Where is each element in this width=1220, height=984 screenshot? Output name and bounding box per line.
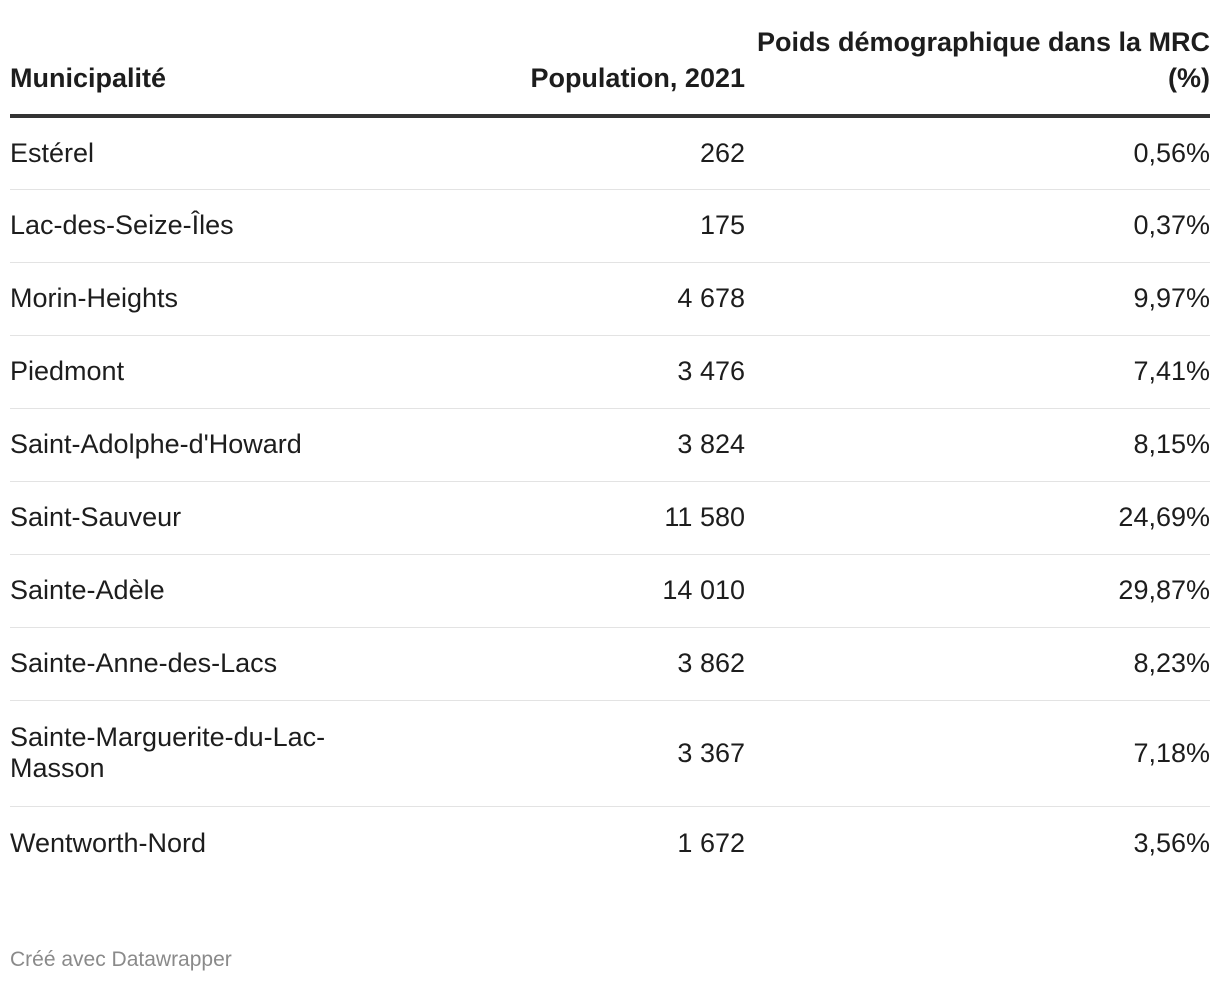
cell-municipalite: Saint-Sauveur xyxy=(10,481,370,555)
datawrapper-credit: Créé avec Datawrapper xyxy=(10,948,232,971)
cell-poids: 8,15% xyxy=(745,408,1210,482)
cell-municipalite: Piedmont xyxy=(10,335,370,409)
table-row: Sainte-Anne-des-Lacs 3 862 8,23% xyxy=(10,627,1210,701)
column-header-municipalite: Municipalité xyxy=(10,0,370,118)
cell-poids: 3,56% xyxy=(1133,827,1210,858)
cell-population: 11 580 xyxy=(370,481,745,555)
cell-population: 14 010 xyxy=(370,554,745,628)
cell-population: 4 678 xyxy=(370,262,745,336)
cell-municipalite: Morin-Heights xyxy=(10,262,370,336)
table-row: Piedmont 3 476 7,41% xyxy=(10,335,1210,409)
column-header-population: Population, 2021 xyxy=(370,0,745,118)
cell-municipalite: Estérel xyxy=(10,116,370,190)
table-row: Sainte-Marguerite-du-Lac-Masson 3 367 7,… xyxy=(10,700,1210,807)
table-row: Sainte-Adèle 14 010 29,87% xyxy=(10,554,1210,628)
cell-municipalite: Sainte-Anne-des-Lacs xyxy=(10,627,370,701)
table-row: Saint-Sauveur 11 580 24,69% xyxy=(10,481,1210,555)
cell-population: 1 672 xyxy=(677,827,745,858)
cell-population: 3 824 xyxy=(370,408,745,482)
cell-poids: 8,23% xyxy=(745,627,1210,701)
cell-municipalite: Sainte-Adèle xyxy=(10,554,370,628)
cell-poids: 24,69% xyxy=(745,481,1210,555)
cell-population: 175 xyxy=(370,189,745,263)
table-row: Morin-Heights 4 678 9,97% xyxy=(10,262,1210,336)
table-container: Municipalité Population, 2021 Poids démo… xyxy=(10,0,1210,880)
cell-municipalite: Sainte-Marguerite-du-Lac-Masson xyxy=(10,700,370,807)
table-row: Wentworth-Nord 1 672 3,56% xyxy=(10,806,1210,880)
cell-poids: 0,37% xyxy=(745,189,1210,263)
cell-population: 3 476 xyxy=(370,335,745,409)
cell-population: 3 367 xyxy=(370,700,745,807)
population-table: Municipalité Population, 2021 Poids démo… xyxy=(10,0,1210,880)
cell-poids: 7,18% xyxy=(745,700,1210,807)
table-row: Lac-des-Seize-Îles 175 0,37% xyxy=(10,189,1210,263)
cell-municipalite: Lac-des-Seize-Îles xyxy=(10,189,370,263)
cell-poids: 7,41% xyxy=(745,335,1210,409)
cell-population: 262 xyxy=(370,116,745,190)
table-row: Estérel 262 0,56% xyxy=(10,116,1210,190)
cell-poids: 9,97% xyxy=(745,262,1210,336)
table-header-row: Municipalité Population, 2021 Poids démo… xyxy=(10,0,1210,118)
cell-population: 3 862 xyxy=(370,627,745,701)
cell-poids: 0,56% xyxy=(745,116,1210,190)
cell-poids: 29,87% xyxy=(745,554,1210,628)
cell-municipalite: Wentworth-Nord xyxy=(10,827,207,858)
cell-municipalite: Saint-Adolphe-d'Howard xyxy=(10,408,370,482)
table-row: Saint-Adolphe-d'Howard 3 824 8,15% xyxy=(10,408,1210,482)
column-header-poids: Poids démographique dans la MRC (%) xyxy=(745,0,1210,118)
